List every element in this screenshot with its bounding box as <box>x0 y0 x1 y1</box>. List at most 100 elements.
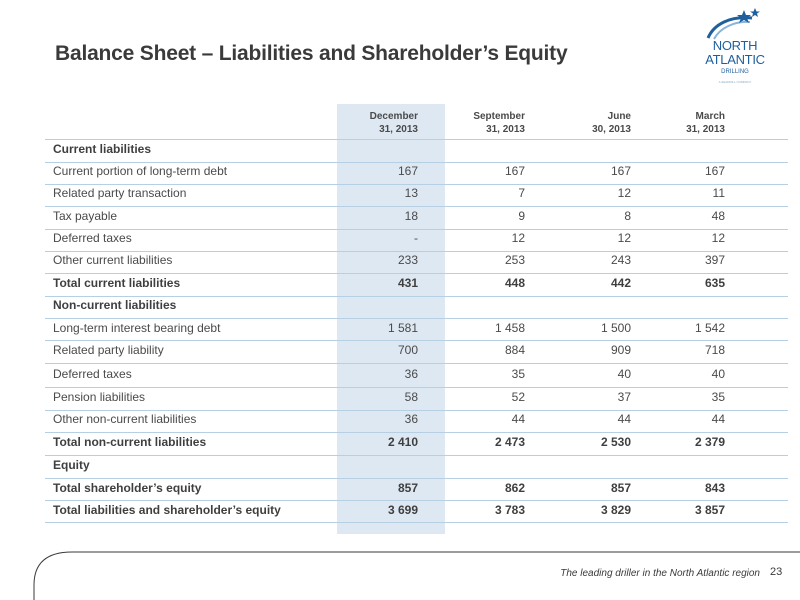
row-label: Total current liabilities <box>53 276 181 290</box>
value-cell: 35 <box>711 390 725 404</box>
column-header: December 31, 2013 <box>369 111 418 135</box>
value-cell: 12 <box>617 231 631 245</box>
value-cell: 36 <box>404 367 418 381</box>
value-cell: 12 <box>617 186 631 200</box>
row-label: Deferred taxes <box>53 367 132 381</box>
row-label: Deferred taxes <box>53 231 132 245</box>
logo-text-atlantic: ATLANTIC <box>705 52 765 67</box>
value-cell: 167 <box>504 164 525 178</box>
row-divider <box>45 478 788 479</box>
value-cell: 18 <box>404 209 418 223</box>
value-cell: 167 <box>397 164 418 178</box>
row-divider <box>45 318 788 319</box>
value-cell: 1 581 <box>387 321 418 335</box>
value-cell: 40 <box>711 367 725 381</box>
value-cell: 2 379 <box>694 435 725 449</box>
value-cell: - <box>414 231 418 245</box>
value-cell: 37 <box>617 390 631 404</box>
row-label: Current liabilities <box>53 142 152 156</box>
row-divider <box>45 387 788 388</box>
logo-tagline: A SEADRILL COMPANY <box>718 80 752 84</box>
value-cell: 857 <box>397 481 418 495</box>
row-label: Long-term interest bearing debt <box>53 321 221 335</box>
value-cell: 397 <box>704 253 725 267</box>
page-number: 23 <box>770 566 783 578</box>
row-label: Total shareholder’s equity <box>53 481 202 495</box>
value-cell: 11 <box>712 186 725 200</box>
value-cell: 3 857 <box>694 503 725 517</box>
value-cell: 2 473 <box>494 435 525 449</box>
column-header: September 31, 2013 <box>473 111 525 135</box>
row-divider <box>45 340 788 341</box>
value-cell: 52 <box>511 390 525 404</box>
value-cell: 167 <box>704 164 725 178</box>
value-cell: 12 <box>511 231 525 245</box>
value-cell: 884 <box>504 343 525 357</box>
row-label: Total non-current liabilities <box>53 435 207 449</box>
row-label: Related party transaction <box>53 186 187 200</box>
value-cell: 1 542 <box>694 321 725 335</box>
value-cell: 40 <box>617 367 631 381</box>
value-cell: 909 <box>610 343 631 357</box>
value-cell: 243 <box>610 253 631 267</box>
value-cell: 8 <box>624 209 631 223</box>
row-label: Tax payable <box>53 209 118 223</box>
row-divider <box>45 363 788 364</box>
value-cell: 35 <box>511 367 525 381</box>
logo-star-swoosh-icon <box>706 8 760 40</box>
value-cell: 3 699 <box>387 503 418 517</box>
value-cell: 44 <box>511 412 525 426</box>
row-label: Total liabilities and shareholder’s equi… <box>53 503 281 517</box>
value-cell: 12 <box>711 231 725 245</box>
company-logo: NORTH ATLANTIC DRILLING A SEADRILL COMPA… <box>700 8 770 88</box>
row-divider <box>45 500 788 501</box>
value-cell: 13 <box>404 186 418 200</box>
row-divider <box>45 410 788 411</box>
value-cell: 167 <box>610 164 631 178</box>
row-divider <box>45 229 788 230</box>
row-divider <box>45 522 788 523</box>
row-label: Related party liability <box>53 343 164 357</box>
row-divider <box>45 184 788 185</box>
value-cell: 1 458 <box>494 321 525 335</box>
value-cell: 442 <box>610 276 631 290</box>
value-cell: 36 <box>404 412 418 426</box>
value-cell: 233 <box>397 253 418 267</box>
logo-text-drilling: DRILLING <box>721 69 749 75</box>
row-divider <box>45 162 788 163</box>
row-divider <box>45 296 788 297</box>
page-title: Balance Sheet – Liabilities and Sharehol… <box>55 42 568 65</box>
value-cell: 700 <box>397 343 418 357</box>
row-label: Current portion of long-term debt <box>53 164 228 178</box>
value-cell: 3 829 <box>600 503 631 517</box>
value-cell: 718 <box>704 343 725 357</box>
value-cell: 253 <box>504 253 525 267</box>
row-divider <box>45 273 788 274</box>
value-cell: 2 530 <box>600 435 631 449</box>
value-cell: 1 500 <box>600 321 631 335</box>
column-header: June 30, 2013 <box>592 111 631 135</box>
logo-text-north: NORTH <box>712 38 758 53</box>
value-cell: 2 410 <box>387 435 418 449</box>
highlighted-column-background <box>337 104 445 534</box>
row-label: Other non-current liabilities <box>53 412 197 426</box>
row-divider <box>45 432 788 433</box>
row-label: Other current liabilities <box>53 253 173 267</box>
value-cell: 635 <box>704 276 725 290</box>
value-cell: 3 783 <box>494 503 525 517</box>
value-cell: 58 <box>404 390 418 404</box>
value-cell: 9 <box>518 209 525 223</box>
column-header: March 31, 2013 <box>686 111 725 135</box>
value-cell: 448 <box>504 276 525 290</box>
row-divider <box>45 251 788 252</box>
row-divider <box>45 455 788 456</box>
value-cell: 431 <box>397 276 418 290</box>
row-divider <box>45 139 788 140</box>
footer-tagline: The leading driller in the North Atlanti… <box>560 568 760 579</box>
value-cell: 843 <box>704 481 725 495</box>
value-cell: 48 <box>711 209 725 223</box>
value-cell: 44 <box>711 412 725 426</box>
row-divider <box>45 206 788 207</box>
row-label: Pension liabilities <box>53 390 146 404</box>
